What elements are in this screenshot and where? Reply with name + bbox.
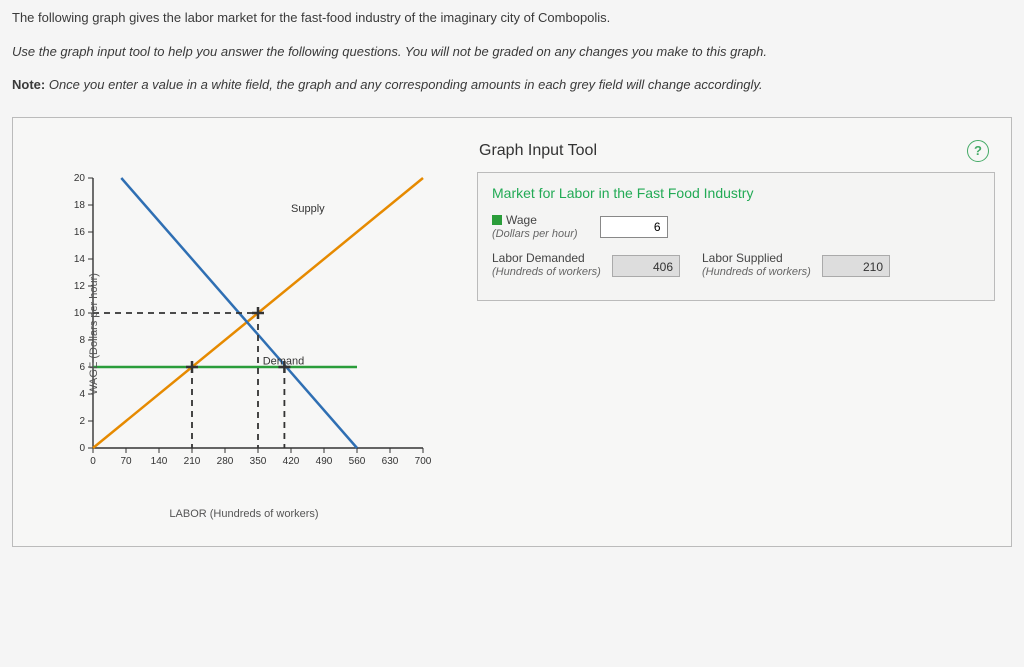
svg-text:6: 6 — [79, 362, 85, 373]
supply-output: 210 — [822, 255, 890, 277]
svg-text:210: 210 — [184, 456, 201, 467]
svg-text:16: 16 — [74, 227, 86, 238]
tool-box: Market for Labor in the Fast Food Indust… — [477, 172, 995, 302]
x-axis-title: LABOR (Hundreds of workers) — [169, 508, 318, 520]
svg-text:700: 700 — [415, 456, 432, 467]
svg-text:2: 2 — [79, 416, 85, 427]
wage-input[interactable] — [600, 216, 668, 238]
demand-output: 406 — [612, 255, 680, 277]
svg-text:12: 12 — [74, 281, 86, 292]
help-icon[interactable]: ? — [967, 140, 989, 162]
input-tool-column: Graph Input Tool ? Market for Labor in t… — [477, 136, 995, 534]
tool-subtitle: Market for Labor in the Fast Food Indust… — [492, 185, 980, 201]
intro-p3: Note: Once you enter a value in a white … — [12, 75, 1012, 95]
wage-label: Wage (Dollars per hour) — [492, 213, 578, 242]
svg-text:10: 10 — [74, 308, 86, 319]
svg-text:630: 630 — [382, 456, 399, 467]
demand-label: Labor Demanded (Hundreds of workers) — [492, 251, 602, 280]
svg-text:4: 4 — [79, 389, 85, 400]
supply-label: Labor Supplied (Hundreds of workers) — [702, 251, 812, 280]
svg-text:560: 560 — [349, 456, 366, 467]
svg-text:18: 18 — [74, 200, 86, 211]
y-axis-title: WAGE (Dollars per hour) — [88, 273, 100, 395]
intro-p2: Use the graph input tool to help you ans… — [12, 42, 1012, 62]
svg-text:490: 490 — [316, 456, 333, 467]
graph-panel: WAGE (Dollars per hour) 0 2 4 6 8 10 12 14 16 18 2… — [12, 117, 1012, 547]
svg-text:Supply: Supply — [291, 202, 325, 214]
note-label: Note: — [12, 77, 45, 92]
svg-text:140: 140 — [151, 456, 168, 467]
svg-text:350: 350 — [250, 456, 267, 467]
svg-text:0: 0 — [90, 456, 96, 467]
svg-text:0: 0 — [79, 443, 85, 454]
chart-column: WAGE (Dollars per hour) 0 2 4 6 8 10 12 14 16 18 2… — [29, 136, 459, 534]
svg-text:8: 8 — [79, 335, 85, 346]
svg-text:280: 280 — [217, 456, 234, 467]
svg-text:20: 20 — [74, 173, 86, 184]
tool-title: Graph Input Tool — [479, 142, 597, 160]
wage-swatch — [492, 215, 502, 225]
intro-text: The following graph gives the labor mark… — [12, 8, 1012, 95]
chart-wrap: WAGE (Dollars per hour) 0 2 4 6 8 10 12 14 16 18 2… — [39, 164, 449, 504]
labor-market-chart[interactable]: 0 2 4 6 8 10 12 14 16 18 20 0 70 140 210 280 350 420 490 56… — [39, 164, 449, 494]
note-text: Once you enter a value in a white field,… — [45, 77, 762, 92]
svg-text:70: 70 — [120, 456, 132, 467]
svg-text:14: 14 — [74, 254, 86, 265]
intro-p1: The following graph gives the labor mark… — [12, 8, 1012, 28]
svg-text:420: 420 — [283, 456, 300, 467]
